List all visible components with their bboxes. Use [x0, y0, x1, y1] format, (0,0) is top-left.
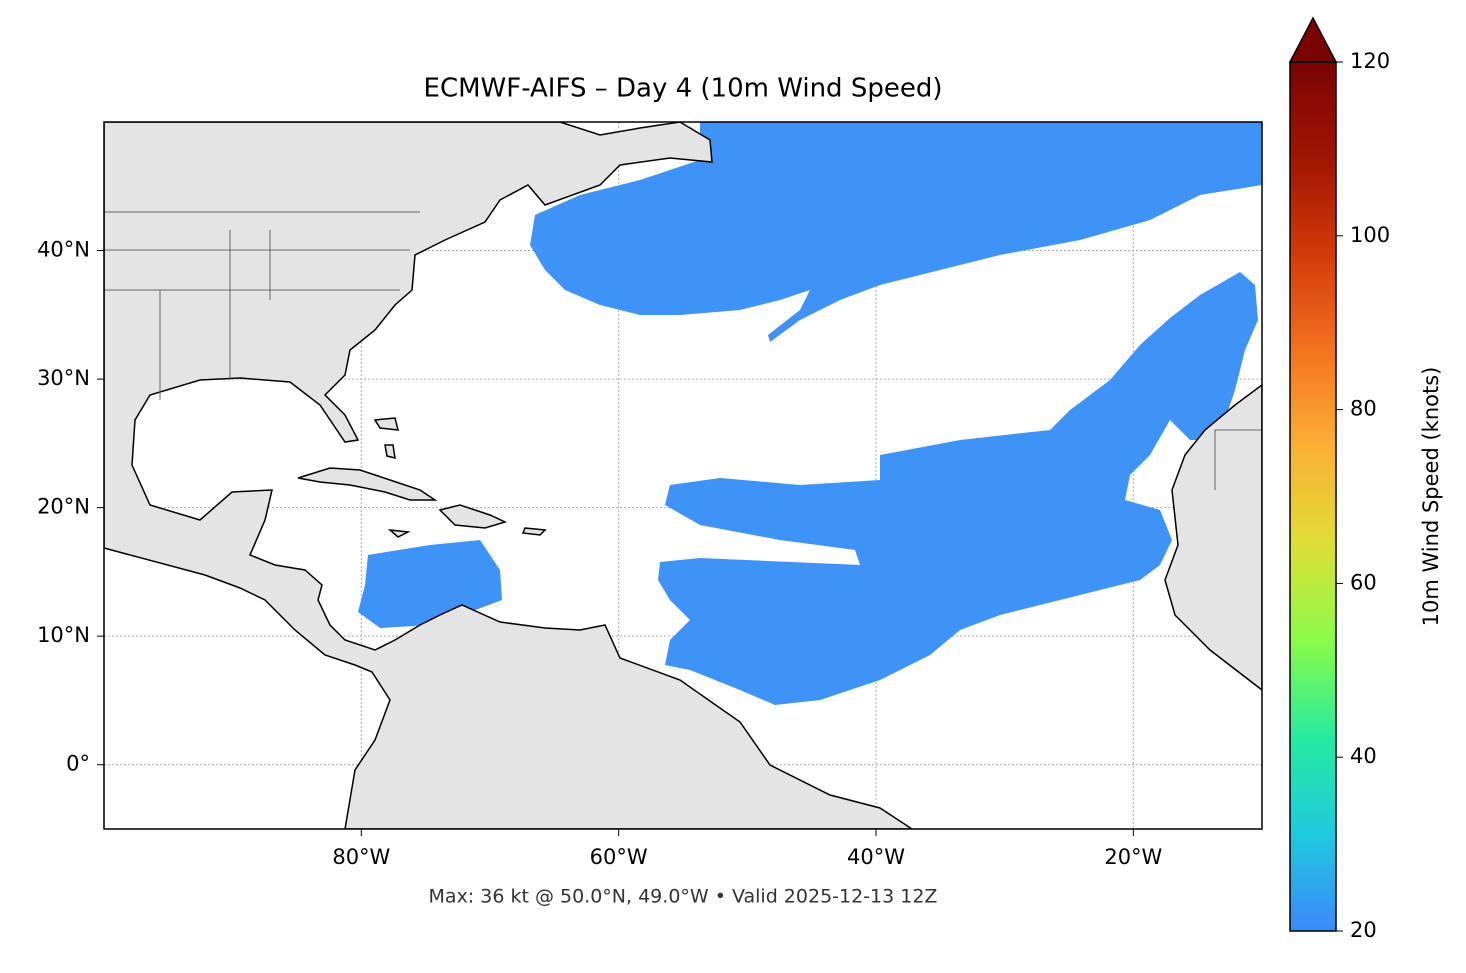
y-tick-label: 20°N — [37, 495, 90, 519]
y-tick-label: 10°N — [37, 623, 90, 647]
colorbar: 20 40 60 80 100 120 10m Wind Speed (knots) — [1288, 16, 1443, 942]
land — [1164, 384, 1262, 691]
footer: Max: 36 kt @ 50.0°N, 49.0°W • Valid 2025… — [429, 886, 938, 908]
colorbar-frame — [1289, 61, 1337, 932]
colorbar-tick-label: 80 — [1350, 397, 1377, 421]
y-tick-label: 0° — [66, 752, 90, 776]
colorbar-label: 10m Wind Speed (knots) — [1419, 367, 1443, 627]
wind-area — [530, 122, 1262, 342]
colorbar-tick-label: 120 — [1350, 49, 1390, 73]
x-tick-label: 80°W — [332, 845, 390, 869]
colorbar-extend — [1288, 16, 1338, 63]
x-tick-label: 60°W — [590, 845, 648, 869]
colorbar-tick-label: 40 — [1350, 744, 1377, 768]
colorbar-tick-label: 100 — [1350, 223, 1390, 247]
y-tick-label: 30°N — [37, 366, 90, 390]
chart-title: ECMWF-AIFS – Day 4 (10m Wind Speed) — [424, 74, 943, 104]
border — [104, 211, 1262, 490]
colorbar-body — [1290, 62, 1336, 931]
land — [104, 122, 914, 829]
map-frame — [103, 121, 1263, 830]
x-tick-label: 40°W — [847, 845, 905, 869]
colorbar-tick-label: 20 — [1350, 918, 1377, 942]
ticks: 80°W 60°W 40°W 20°W 0° 10°N 20°N 30°N 40°N — [37, 238, 1162, 869]
x-tick-label: 20°W — [1104, 845, 1162, 869]
map — [104, 122, 1262, 829]
y-tick-label: 40°N — [37, 238, 90, 262]
colorbar-tick-label: 60 — [1350, 570, 1377, 594]
land — [297, 417, 547, 538]
wind-area — [658, 272, 1258, 705]
